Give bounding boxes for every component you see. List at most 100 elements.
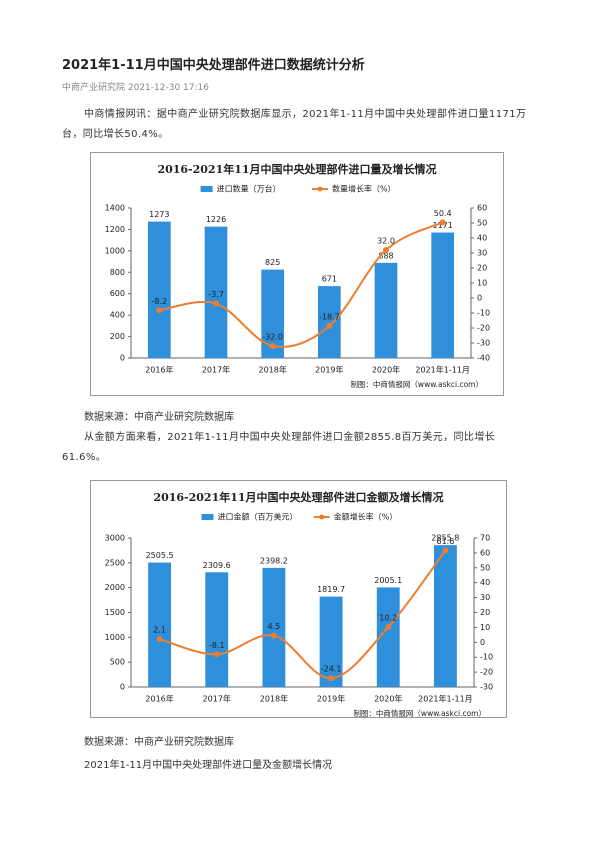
bar-label: 1226 [206,215,226,224]
y2-tick-label: -20 [477,324,490,333]
bar-label: 825 [265,258,280,267]
y-tick-label: 400 [110,311,125,320]
y-tick-label: 0 [120,683,125,692]
y2-tick-label: 30 [480,593,490,602]
point [156,636,163,643]
y-tick-label: 200 [110,332,125,341]
point-label: 50.4 [434,209,452,218]
point [270,632,277,639]
chart-title: 2016-2021年11月中国中央处理部件进口量及增长情况 [157,162,436,176]
y-tick-label: 1000 [105,633,125,642]
y2-tick-label: 10 [477,279,487,288]
y2-tick-label: -30 [480,683,493,692]
y2-tick-label: 70 [480,534,490,543]
legend-label: 数量增长率（%） [332,184,396,194]
meta: 中商产业研究院 2021-12-30 17:16 [62,83,209,93]
bar [318,286,341,358]
legend-swatch [201,514,214,520]
y-tick-label: 1500 [105,608,125,617]
y2-tick-label: -40 [477,354,490,363]
legend-label: 金额增长率（%） [334,512,398,522]
bar [374,262,398,358]
bar [148,562,172,687]
bar-label: 1273 [149,210,169,219]
footer-text: 2021年1-11月中国中央处理部件进口量及金额增长情况 [84,760,333,771]
paragraph: 从金额方面来看，2021年1-11月中国中央处理部件进口金额2855.8百万美元… [62,432,496,463]
y-tick-label: 2500 [105,558,125,567]
chart: 2016-2021年11月中国中央处理部件进口金额及增长情况 0 500 1000 15… [90,480,507,718]
bar-label: 1819.7 [317,585,345,594]
chart: 2016-2021年11月中国中央处理部件进口量及增长情况02004006008… [90,152,504,396]
y-tick-label: 2000 [105,583,125,592]
y2-tick-label: 0 [480,638,485,647]
point [213,300,219,307]
x-tick-label: 2020年 [374,694,402,704]
bar [262,567,286,687]
y-tick-label: 500 [110,658,125,667]
point-label: -24.1 [321,665,342,674]
y-tick-label: 1200 [105,225,125,234]
point-label: -8.1 [209,641,225,650]
point-label: 32.0 [377,237,395,246]
y2-tick-label: -10 [477,309,490,318]
x-tick-label: 2021年1-11月 [418,694,473,704]
chart-title: 2016-2021年11月中国中央处理部件进口金额及增长情况 [153,490,443,504]
y2-tick-label: 60 [480,548,490,557]
bar-label: 2005.1 [374,576,402,585]
legend-swatch [319,514,325,520]
bar-label: 671 [322,275,337,284]
bar-label: 888 [378,251,393,260]
bar [433,545,457,687]
y2-tick-label: 40 [480,578,490,587]
bar-label: 2505.5 [146,551,174,560]
x-tick-label: 2018年 [260,694,288,704]
legend-swatch [317,186,323,192]
y-tick-label: 800 [110,268,125,277]
point [442,547,449,554]
point-label: -18.7 [319,313,340,322]
paragraph: 中商情报网讯：据中商产业研究院数据库显示，2021年1-11月中国中央处理部件进… [62,109,527,140]
bar [376,587,400,687]
point [156,307,163,314]
bar [319,596,343,687]
point [269,343,276,349]
y2-tick-label: 40 [477,234,487,243]
point-label: -32.0 [262,333,283,342]
point-label: 61.6 [437,537,455,546]
bar [148,221,171,358]
x-tick-label: 2019年 [315,365,343,375]
y2-tick-label: -10 [480,653,493,662]
point [326,323,333,330]
point-label: 10.2 [379,614,397,623]
bar [204,226,228,358]
point [385,624,392,631]
x-tick-label: 2020年 [372,365,400,375]
point-label: 4.5 [268,622,281,631]
point [383,247,389,253]
bar-label: 2398.2 [260,556,288,565]
y2-tick-label: -20 [480,668,493,677]
bar [205,572,229,687]
y2-tick-label: 0 [477,294,482,303]
y-tick-label: 1000 [105,246,125,255]
y2-tick-label: 30 [477,249,487,258]
point-label: -8.2 [152,297,168,306]
legend-swatch [200,186,213,192]
y2-tick-label: 50 [477,219,487,228]
bar-label: 2855.8 [431,534,459,543]
bar-label: 2309.6 [203,561,231,570]
title: 2021年1-11月中国中央处理部件进口数据统计分析 [62,58,365,73]
x-tick-label: 2017年 [203,694,231,704]
y2-tick-label: 60 [477,204,487,213]
x-tick-label: 2018年 [258,365,286,375]
bar [431,232,454,358]
point-label: -3.7 [208,290,224,299]
y2-tick-label: -30 [477,339,490,348]
point [439,219,446,226]
legend-label: 进口数量（万台） [217,184,281,194]
x-tick-label: 2016年 [145,365,173,375]
credit: 制图：中商情报网（www.askci.com） [350,379,483,389]
y2-tick-label: 10 [480,623,490,632]
x-tick-label: 2021年1-11月 [415,365,470,375]
point [213,651,220,658]
